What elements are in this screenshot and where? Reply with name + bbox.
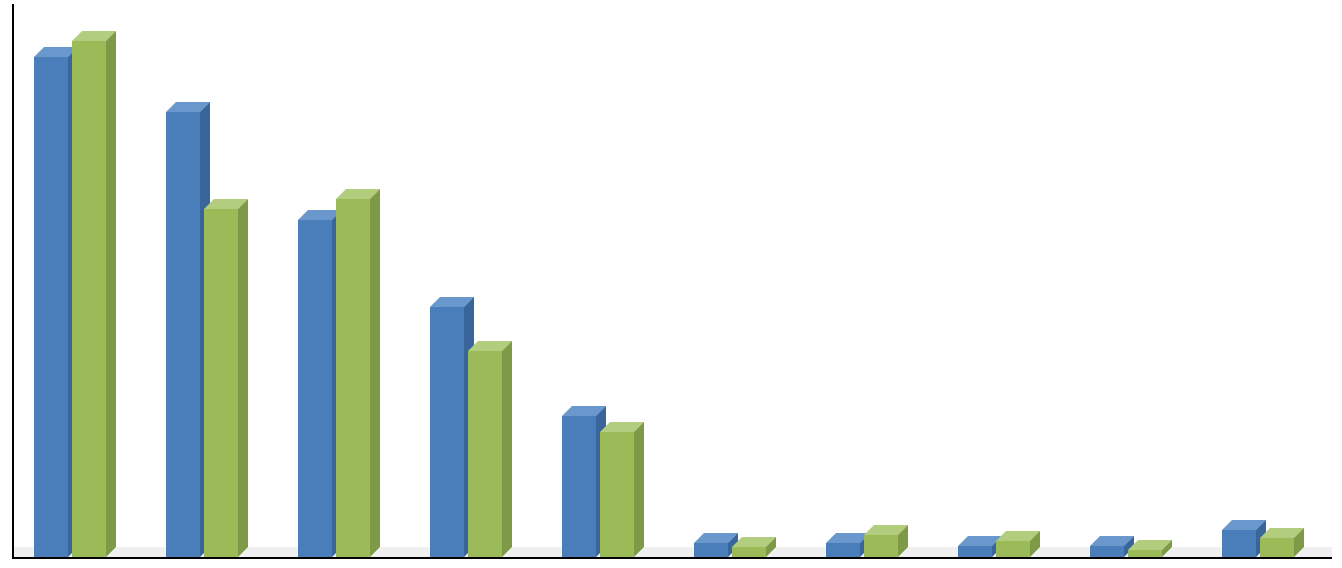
bar-group <box>166 112 238 557</box>
bar <box>996 541 1030 557</box>
bar <box>72 41 106 557</box>
bar <box>694 543 728 557</box>
bar <box>732 547 766 557</box>
bar <box>1222 530 1256 557</box>
bar-group <box>562 416 634 557</box>
bar-group <box>1222 530 1294 557</box>
bar <box>864 535 898 557</box>
bar <box>562 416 596 557</box>
bar-group <box>694 543 766 557</box>
bar <box>34 57 68 557</box>
bar <box>1260 538 1294 557</box>
bar <box>298 220 332 557</box>
bar-group <box>430 307 502 557</box>
bar-group <box>298 199 370 557</box>
bar-group <box>1090 546 1162 557</box>
bar <box>1090 546 1124 557</box>
bar <box>600 432 634 557</box>
bar-group <box>34 41 106 557</box>
bar <box>204 209 238 557</box>
bar-group <box>958 541 1030 557</box>
bar-chart-3d <box>0 0 1342 568</box>
bar <box>958 546 992 557</box>
chart-plot-area <box>12 4 1332 559</box>
bar <box>166 112 200 557</box>
bar <box>430 307 464 557</box>
bar <box>1128 550 1162 557</box>
chart-bar-groups <box>14 4 1342 557</box>
bar <box>826 543 860 557</box>
bar <box>336 199 370 557</box>
x-axis-line <box>12 557 1332 559</box>
bar-group <box>826 535 898 557</box>
bar <box>468 351 502 557</box>
